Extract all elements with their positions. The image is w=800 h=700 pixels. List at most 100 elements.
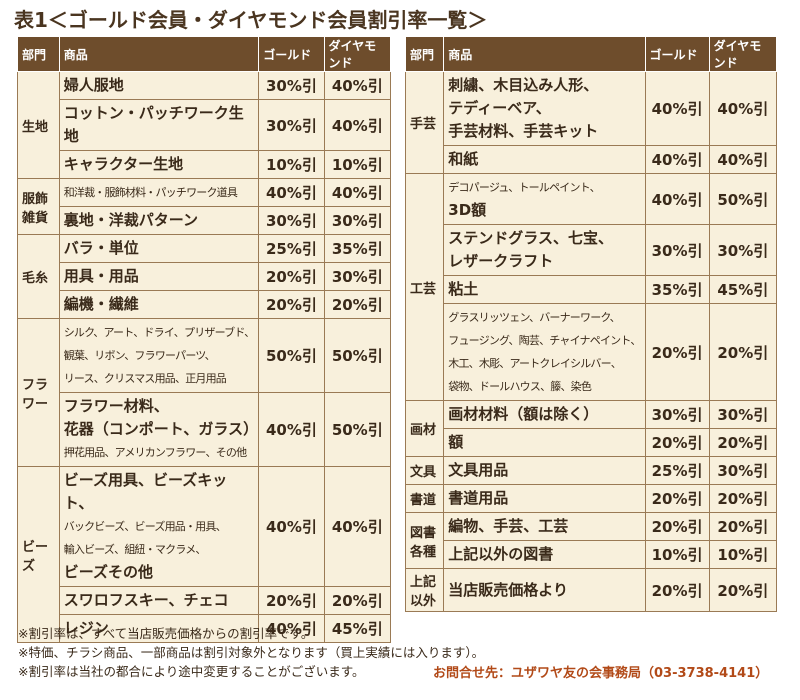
item-text: 文具用品 (448, 461, 509, 479)
row: 毛糸 バラ・単位 25%引 35%引 (17, 234, 392, 319)
item-cell: 婦人服地 (58, 71, 260, 100)
item-cell: 編物、手芸、工芸 (443, 512, 646, 541)
gold-rate: 20%引 (644, 512, 710, 541)
diamond-rate: 45%引 (323, 614, 392, 643)
dept-label: ワー (22, 396, 49, 412)
diamond-rate: 40%引 (323, 71, 392, 100)
item-text: 編機・繊維 (63, 295, 139, 313)
item-text: レザークラフト (448, 252, 554, 270)
gold-rate: 25%引 (644, 456, 710, 485)
item-text: レジン (63, 619, 109, 637)
row: 画材 画材材料（額は除く） 30%引 30%引 (404, 400, 778, 457)
dept-cell: 手芸 (404, 71, 445, 174)
gold-rate: 10%引 (644, 540, 710, 569)
header-cell: 部門 (404, 36, 445, 72)
item-text: フュージング、陶芸、チャイナペイント、 (448, 334, 641, 347)
dept-label: ビーズ (22, 539, 49, 574)
dept-label: 以外 (410, 594, 437, 609)
dept-label: 画材 (410, 423, 437, 438)
gold-rate: 20%引 (258, 262, 325, 291)
row: フラワー材料、 花器（コンポート、ガラス） 押花用品、アメリカンフラワー、その他 40… (18, 392, 392, 467)
dept-label: 服飾 (22, 191, 49, 207)
item-cell: 編機・繊維 (58, 290, 260, 319)
gold-rate: 25%引 (258, 234, 325, 263)
header-cell: ゴールド (644, 36, 710, 72)
diamond-rate: 40%引 (323, 466, 392, 587)
gold-rate: 30%引 (644, 400, 710, 429)
item-cell: 粘土 (443, 275, 646, 304)
item-text: 木工、木彫、アートクレイシルバー、 (448, 357, 621, 370)
row: コットン・パッチワーク生地 30%引 40%引 (18, 99, 392, 151)
row: フラ ワー シルク、アート、ドライ、プリザーブド、 観葉、リボン、フラワーパーツ、 リー… (17, 318, 392, 467)
item-text: 書道用品 (448, 489, 509, 507)
notes: ※割引率は、すべて当店販売価格からの割引率です。 ※特価、チラシ商品、一部商品は割… (18, 624, 484, 681)
diamond-rate: 45%引 (708, 275, 778, 304)
header-row: 部門 商品 ゴールド ダイヤモンド (404, 36, 778, 72)
item-cell: 額 (443, 428, 646, 457)
header-cell: 商品 (58, 36, 260, 72)
dept-label: 工芸 (410, 281, 437, 297)
gold-rate: 30%引 (258, 99, 325, 151)
gold-rate: 20%引 (258, 290, 325, 319)
item-text: 押花用品、アメリカンフラワー、その他 (63, 446, 247, 459)
gold-rate: 40%引 (258, 178, 325, 207)
item-cell: 画材材料（額は除く） (443, 400, 646, 429)
item-text: ビーズその他 (63, 563, 153, 581)
diamond-rate: 35%引 (323, 234, 392, 263)
item-text: テディーベア、 (448, 99, 551, 117)
row: 粘土 35%引 45%引 (406, 275, 778, 304)
item-text: 袋物、ドールハウス、籐、染色 (448, 380, 592, 393)
item-text: 和洋裁・服飾材料・パッチワーク道具 (63, 186, 238, 199)
item-text: ビーズ用具、ビーズキット、 (63, 471, 228, 512)
item-cell: キャラクター生地 (58, 150, 260, 179)
row: ビーズ ビーズ用具、ビーズキット、 バックビーズ、ビーズ用品・用具、 輸入ビーズ、組紐… (17, 466, 392, 643)
row: ステンドグラス、七宝、 レザークラフト 30%引 30%引 (406, 224, 778, 276)
diamond-rate: 20%引 (708, 568, 778, 612)
item-text: 観葉、リボン、フラワーパーツ、 (63, 349, 216, 362)
dept-label: 書道 (410, 493, 437, 508)
gold-rate: 20%引 (644, 484, 710, 513)
gold-rate: 30%引 (258, 71, 325, 100)
diamond-rate: 30%引 (708, 224, 778, 276)
title: 表1＜ゴールド会員・ダイヤモンド会員割引率一覧＞ (14, 8, 488, 32)
gold-rate: 20%引 (644, 568, 710, 612)
diamond-rate: 10%引 (708, 540, 778, 569)
item-cell: フラワー材料、 花器（コンポート、ガラス） 押花用品、アメリカンフラワー、その他 (58, 392, 260, 467)
dept-label: 手芸 (410, 117, 437, 132)
item-cell: レジン (58, 614, 260, 643)
note: ※特価、チラシ商品、一部商品は割引対象外となります（買上実績には入ります）。 (18, 645, 485, 660)
diamond-rate: 30%引 (323, 262, 392, 291)
item-text: スワロフスキー、チェコ (63, 591, 229, 609)
row: 生地 婦人服地 30%引 40%引 (17, 71, 392, 179)
diamond-rate: 20%引 (708, 303, 778, 401)
row: 服飾 雑貨 和洋裁・服飾材料・パッチワーク道具 40%引 40%引 (17, 178, 392, 235)
item-text: リース、クリスマス用品、正月用品 (63, 372, 227, 385)
item-cell: 文具用品 (443, 456, 646, 485)
item-cell: ビーズ用具、ビーズキット、 バックビーズ、ビーズ用品・用具、 輸入ビーズ、組紐・マク… (58, 466, 260, 587)
dept-label: 図書 (410, 525, 437, 541)
diamond-rate: 50%引 (323, 318, 392, 393)
gold-rate: 50%引 (258, 318, 325, 393)
gold-rate: 40%引 (644, 145, 710, 174)
row: 裏地・洋裁パターン 30%引 30%引 (18, 206, 392, 235)
contact: お問合せ先：ユザワヤ友の会事務局（03-3738-4141） (433, 666, 769, 681)
diamond-rate: 20%引 (323, 290, 392, 319)
item-text: 当店販売価格より (448, 580, 568, 599)
item-cell: 当店販売価格より (443, 568, 646, 612)
gold-rate: 35%引 (644, 275, 710, 304)
header-cell: 商品 (443, 36, 646, 72)
dept-cell: 工芸 (404, 173, 445, 401)
gold-rate: 40%引 (258, 466, 325, 587)
item-text: 3D額 (448, 201, 487, 219)
dept-cell: 図書 各種 (404, 512, 445, 569)
item-cell: 上記以外の図書 (443, 540, 646, 569)
diamond-rate: 30%引 (708, 400, 778, 429)
dept-label: 上記 (410, 575, 437, 590)
item-text: 刺繍、木目込み人形、 (448, 76, 599, 94)
row: 編機・繊維 20%引 20%引 (18, 290, 392, 319)
header-cell: ゴールド (258, 36, 325, 72)
diamond-rate: 30%引 (323, 206, 392, 235)
item-text: ステンドグラス、七宝、 (448, 229, 613, 247)
gold-rate: 30%引 (644, 224, 710, 276)
